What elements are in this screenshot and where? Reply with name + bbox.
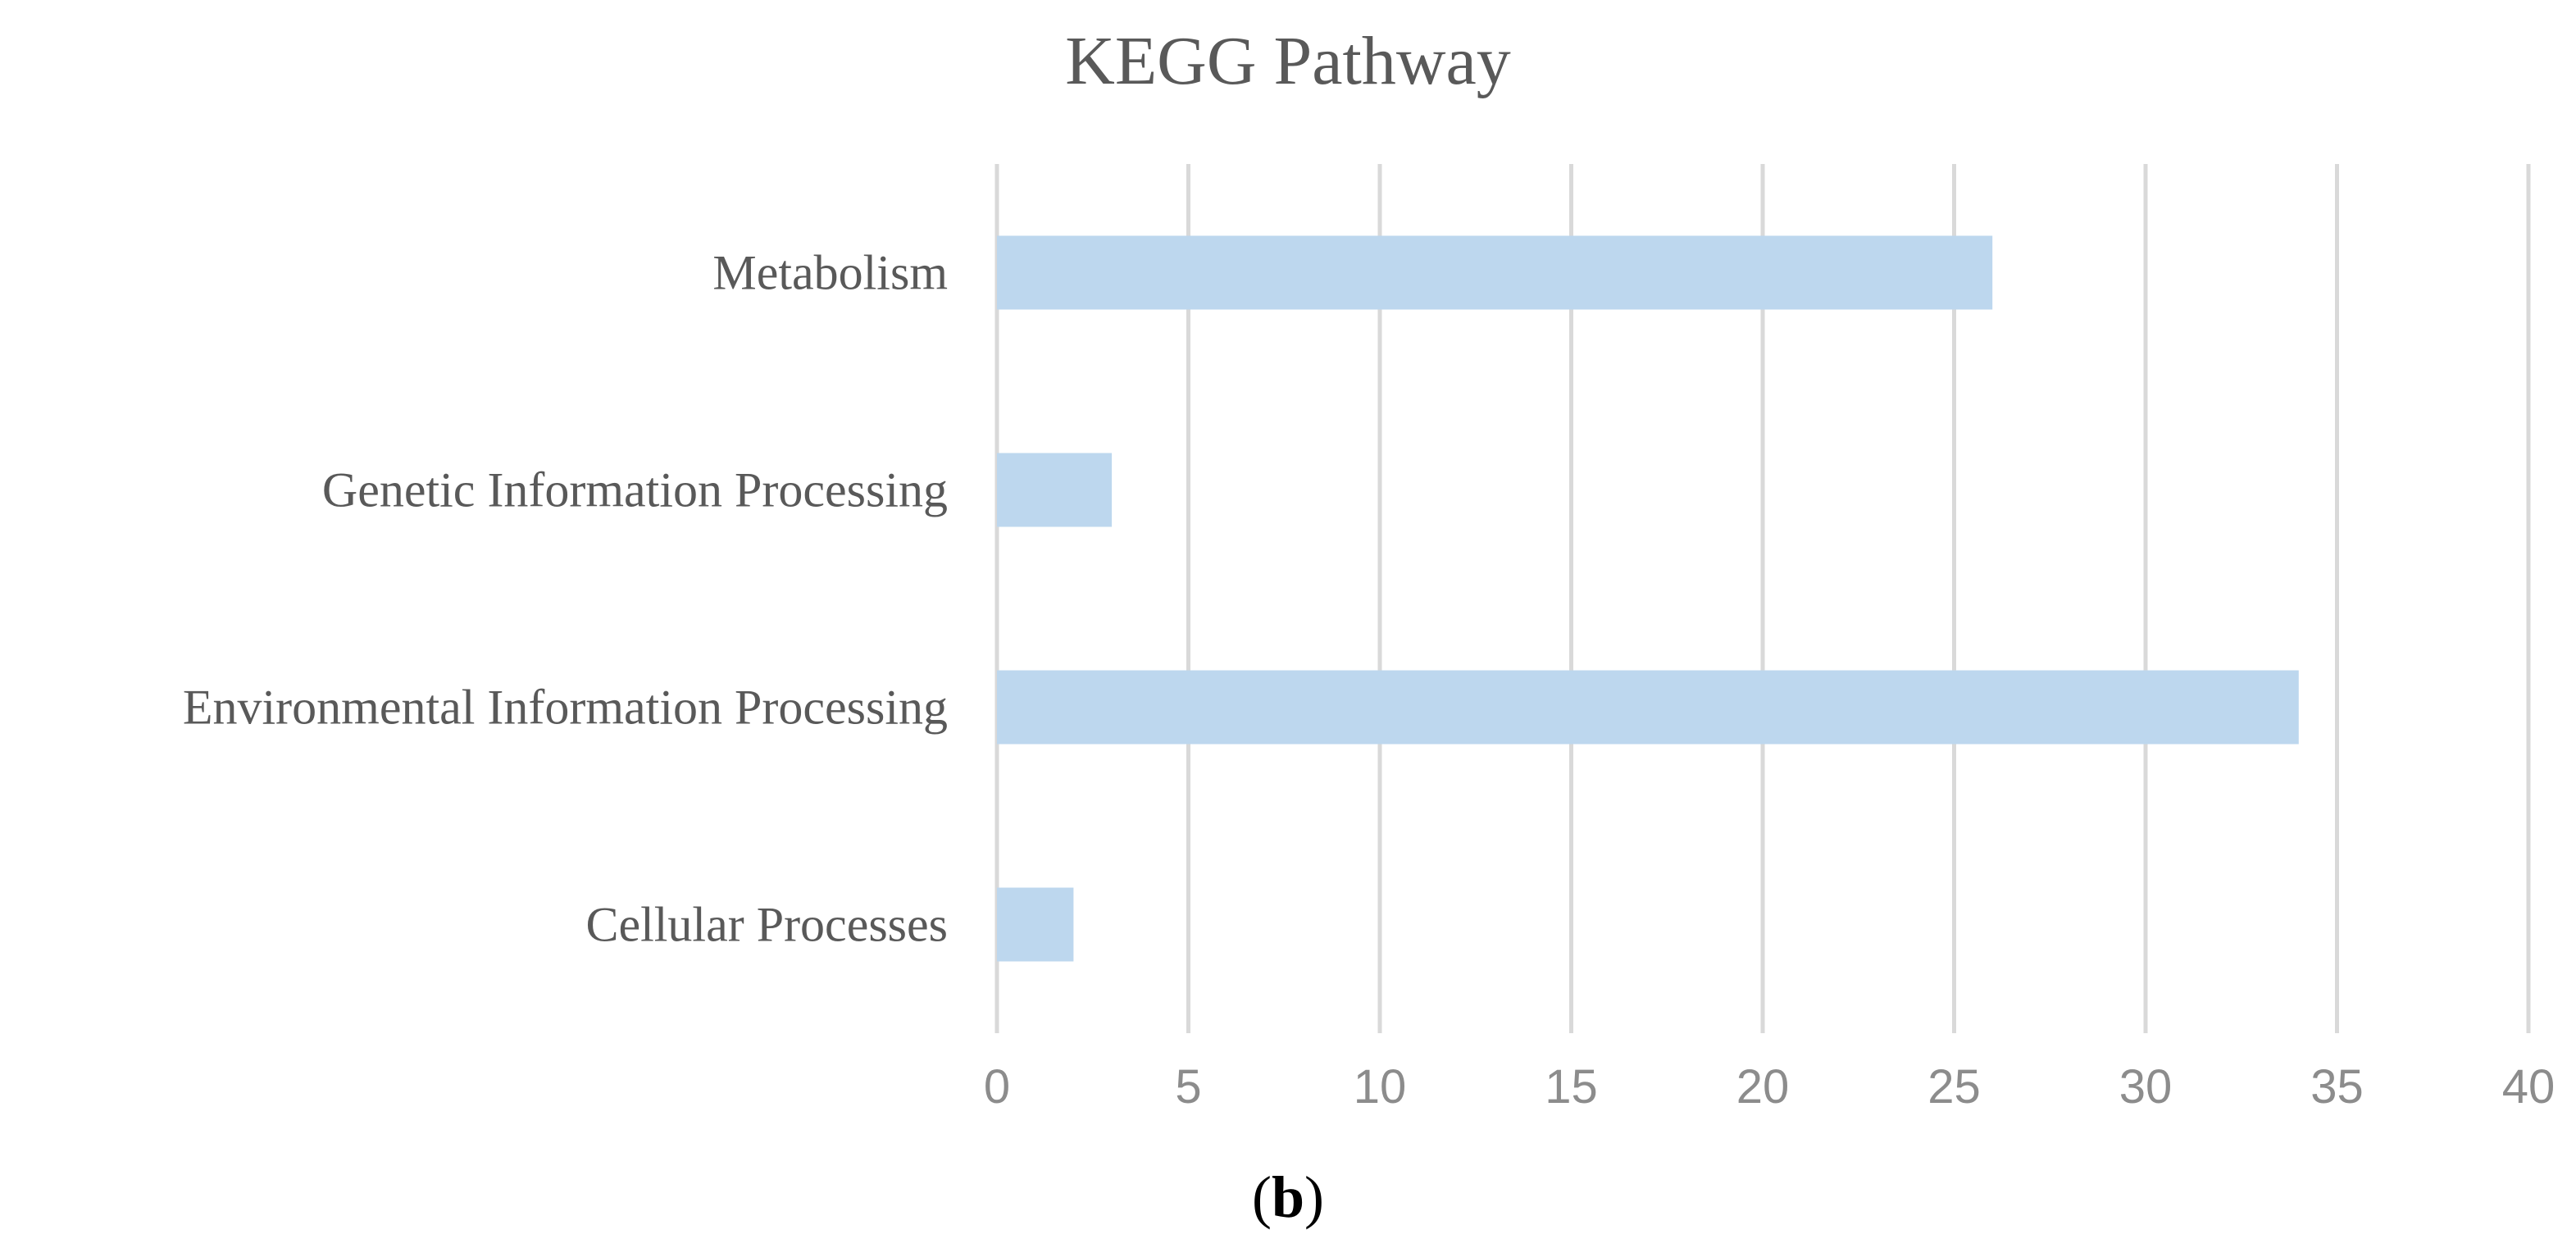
bar-cellular-processes	[997, 887, 1074, 962]
x-tick-label: 20	[1736, 1060, 1790, 1114]
x-tick-label: 10	[1354, 1060, 1407, 1114]
category-label: Genetic Information Processing	[322, 463, 948, 517]
category-label: Cellular Processes	[585, 898, 948, 952]
x-tick-label: 35	[2310, 1060, 2364, 1114]
x-tick-label: 25	[1927, 1060, 1981, 1114]
x-tick-label: 15	[1545, 1060, 1598, 1114]
panel-label-letter: b	[1271, 1164, 1305, 1230]
x-tick-label: 30	[2119, 1060, 2173, 1114]
panel-label-close: )	[1304, 1164, 1324, 1230]
panel-label-open: (	[1251, 1164, 1272, 1230]
chart-plot: Metabolism Genetic Information Processing…	[183, 164, 2555, 1114]
x-tick-label: 0	[984, 1060, 1010, 1114]
category-label: Environmental Information Processing	[183, 681, 948, 735]
panel-label: (b)	[0, 1156, 2576, 1238]
category-label: Metabolism	[712, 246, 948, 300]
bar-environmental-information-processing	[997, 670, 2299, 745]
x-axis-tick-labels: 0 5 10 15 20 25 30 35 40	[984, 1060, 2555, 1114]
chart-title: KEGG Pathway	[1065, 23, 1511, 99]
category-labels: Metabolism Genetic Information Processing…	[183, 246, 948, 952]
x-tick-label: 40	[2502, 1060, 2556, 1114]
bar-metabolism	[997, 235, 1993, 310]
bar-genetic-information-processing	[997, 453, 1113, 527]
x-tick-label: 5	[1175, 1060, 1201, 1114]
bars	[997, 235, 2299, 962]
